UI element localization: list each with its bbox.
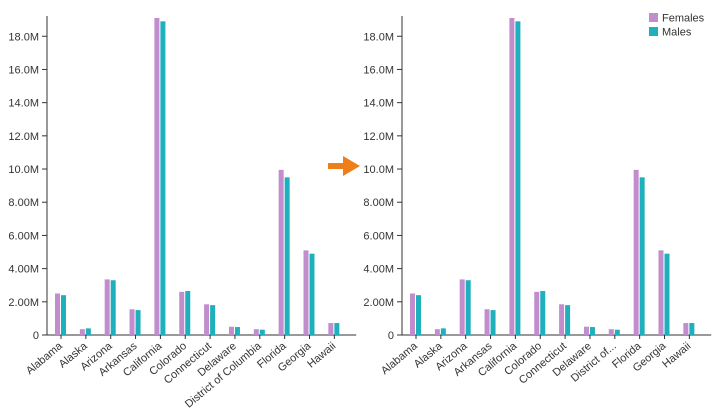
legend-label-females[interactable]: Females <box>662 13 705 25</box>
bar-females-arkansas[interactable] <box>484 309 490 335</box>
y-tick-label: 10.0M <box>8 164 39 176</box>
arrow-right-icon <box>328 156 360 176</box>
bar-males-georgia[interactable] <box>309 253 315 335</box>
bar-females-alaska[interactable] <box>434 329 440 335</box>
bar-males-georgia[interactable] <box>664 253 670 335</box>
bar-females-georgia[interactable] <box>658 250 664 335</box>
bar-females-alaska[interactable] <box>79 329 85 335</box>
bar-males-delaware[interactable] <box>589 327 595 335</box>
bar-males-hawaii[interactable] <box>689 323 695 335</box>
y-tick-label: 14.0M <box>8 98 39 110</box>
bar-females-district-of-[interactable] <box>608 329 614 335</box>
bar-females-delaware[interactable] <box>228 326 234 335</box>
y-tick-label: 2.00M <box>363 297 394 309</box>
bar-females-delaware[interactable] <box>583 326 589 335</box>
bar-males-california[interactable] <box>160 21 166 336</box>
bar-males-district-of-columbia[interactable] <box>259 329 265 335</box>
bar-males-florida[interactable] <box>639 177 645 335</box>
y-tick-label: 8.00M <box>8 197 39 209</box>
bar-males-alabama[interactable] <box>416 295 421 335</box>
bar-males-colorado[interactable] <box>185 291 191 335</box>
x-tick-label: Hawaii <box>305 340 338 370</box>
y-tick-label: 8.00M <box>363 197 394 209</box>
y-tick-label: 12.0M <box>363 131 394 143</box>
y-tick-label: 14.0M <box>363 98 394 110</box>
y-tick-label: 18.0M <box>8 31 39 43</box>
bar-females-alabama[interactable] <box>410 293 415 335</box>
bar-females-colorado[interactable] <box>179 291 185 335</box>
bar-females-alabama[interactable] <box>55 293 60 335</box>
bar-males-arkansas[interactable] <box>490 310 496 335</box>
bar-females-arizona[interactable] <box>104 279 110 335</box>
bar-females-georgia[interactable] <box>303 250 309 335</box>
bar-males-alabama[interactable] <box>61 295 66 335</box>
bar-females-arkansas[interactable] <box>129 309 135 335</box>
bar-females-hawaii[interactable] <box>683 323 689 335</box>
bar-females-florida[interactable] <box>633 169 639 335</box>
bar-males-california[interactable] <box>515 21 521 336</box>
y-tick-label: 0 <box>388 330 394 342</box>
chart-after: 0 2.00M 4.00M 6.00M 8.00M 10.0M 12.0M 14.0M 16.0… <box>363 13 712 387</box>
bar-males-arizona[interactable] <box>110 280 116 335</box>
y-tick-label: 10.0M <box>363 164 394 176</box>
arrow-head <box>343 156 360 176</box>
y-tick-label: 6.00M <box>363 230 394 242</box>
y-tick-label: 6.00M <box>8 230 39 242</box>
legend-swatch-males[interactable] <box>649 27 658 36</box>
bar-males-alaska[interactable] <box>440 328 446 335</box>
legend-swatch-females[interactable] <box>649 13 658 22</box>
arrow-shaft <box>328 163 346 169</box>
bar-females-california[interactable] <box>154 18 160 335</box>
bar-males-hawaii[interactable] <box>334 323 340 335</box>
bar-males-arizona[interactable] <box>465 280 471 335</box>
bar-males-district-of-[interactable] <box>614 329 620 335</box>
x-tick-label: Hawaii <box>660 340 693 370</box>
bar-females-colorado[interactable] <box>534 291 540 335</box>
bar-males-delaware[interactable] <box>234 327 240 335</box>
bar-males-alaska[interactable] <box>85 328 91 335</box>
y-tick-label: 12.0M <box>8 131 39 143</box>
bar-females-california[interactable] <box>509 18 515 335</box>
legend-label-males[interactable]: Males <box>662 27 692 39</box>
bar-females-florida[interactable] <box>278 169 284 335</box>
bar-males-florida[interactable] <box>284 177 290 335</box>
bar-females-hawaii[interactable] <box>328 323 334 335</box>
y-tick-label: 4.00M <box>8 264 39 276</box>
bar-males-colorado[interactable] <box>540 291 546 335</box>
y-tick-label: 4.00M <box>363 264 394 276</box>
y-tick-label: 16.0M <box>8 64 39 76</box>
y-tick-label: 2.00M <box>8 297 39 309</box>
chart-before: 0 2.00M 4.00M 6.00M 8.00M 10.0M 12.0M 14.0M 16.0… <box>8 16 357 411</box>
bar-males-connecticut[interactable] <box>565 305 571 335</box>
y-tick-label: 16.0M <box>363 64 394 76</box>
bar-females-connecticut[interactable] <box>559 304 565 335</box>
y-tick-label: 0 <box>33 330 39 342</box>
y-tick-label: 18.0M <box>363 31 394 43</box>
bar-males-connecticut[interactable] <box>210 305 216 335</box>
bar-males-arkansas[interactable] <box>135 310 141 335</box>
bar-females-connecticut[interactable] <box>204 304 210 335</box>
bar-females-district-of-columbia[interactable] <box>253 329 259 335</box>
bar-females-arizona[interactable] <box>459 279 465 335</box>
